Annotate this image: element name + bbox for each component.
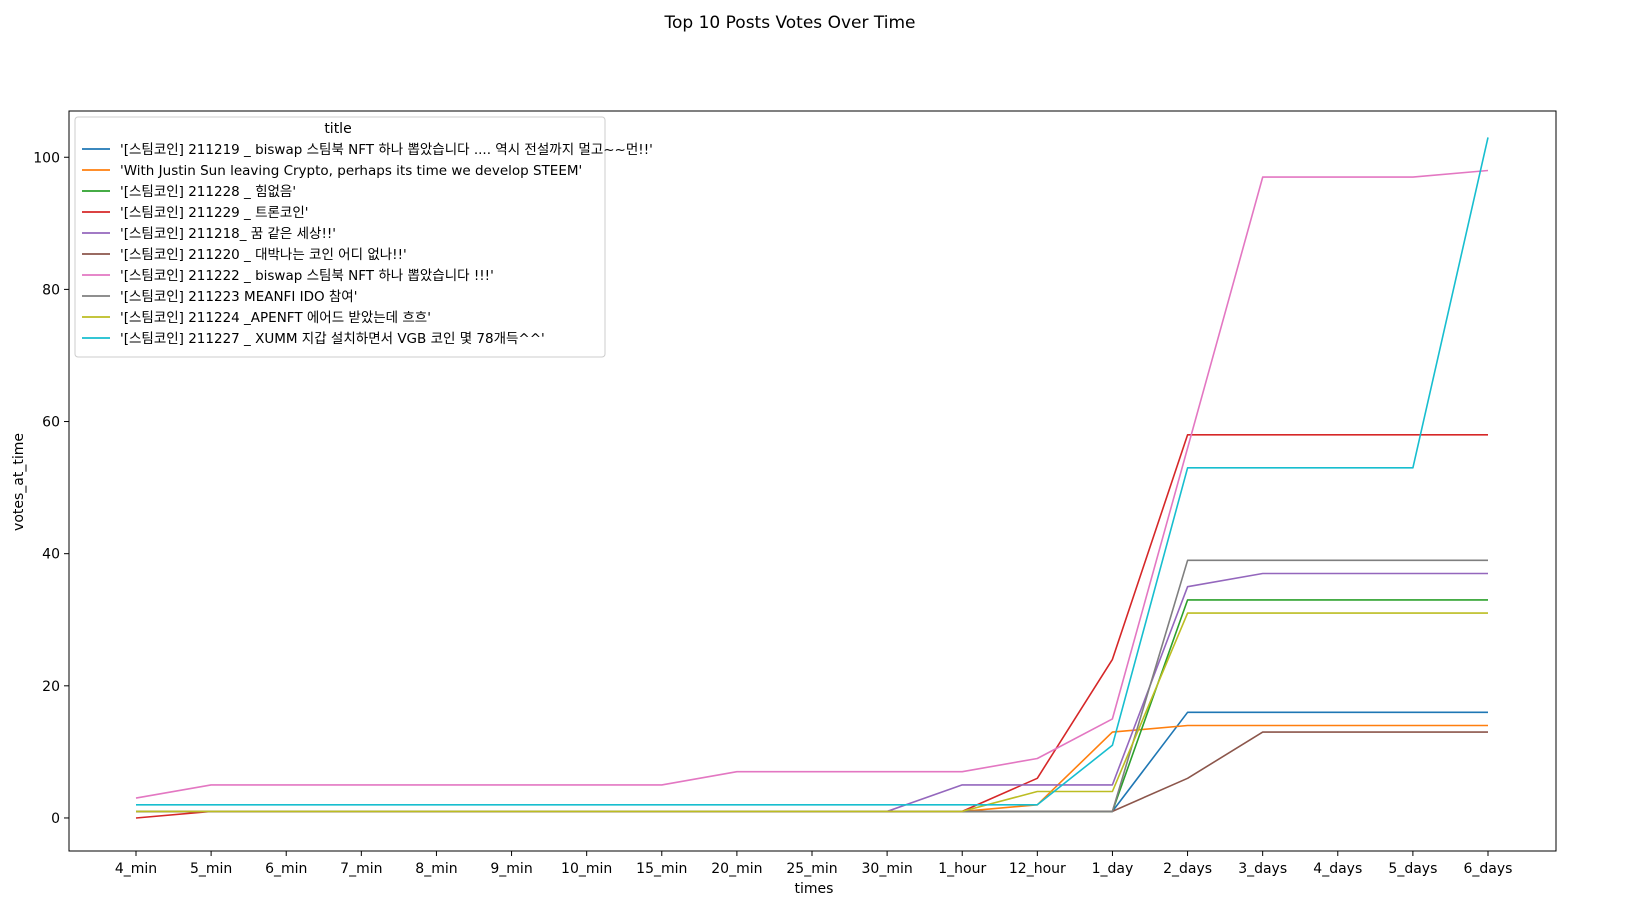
- series-line-5: [136, 572, 1488, 813]
- legend-label-2: 'With Justin Sun leaving Crypto, perhaps…: [120, 163, 582, 179]
- x-tick-label: 9_min: [490, 861, 532, 877]
- legend: title '[스팀코인] 211219 _ biswap 스팀북 NFT 하나 …: [74, 116, 653, 358]
- y-tick-label: 20: [42, 679, 60, 695]
- x-tick-label: 1_hour: [938, 861, 986, 877]
- x-tick-label: 5_days: [1388, 861, 1437, 877]
- series-line-4: [135, 433, 1488, 819]
- legend-title: title: [324, 121, 351, 137]
- legend-label-3: '[스팀코인] 211228 _ 힘없음': [120, 184, 296, 200]
- y-tick-label: 0: [51, 811, 60, 827]
- legend-label-10: '[스팀코인] 211227 _ XUMM 지갑 설치하면서 VGB 코인 몇 …: [120, 331, 545, 347]
- x-tick-label: 1_day: [1092, 861, 1134, 877]
- x-tick-label: 3_days: [1238, 861, 1287, 877]
- y-tick-label: 40: [42, 547, 60, 563]
- legend-label-7: '[스팀코인] 211222 _ biswap 스팀북 NFT 하나 뽑았습니다…: [120, 268, 494, 284]
- y-tick-label: 80: [42, 282, 60, 298]
- x-tick-label: 5_min: [190, 861, 232, 877]
- x-tick-label: 6_min: [265, 861, 307, 877]
- legend-label-9: '[스팀코인] 211224 _APENFT 에어드 받았는데 흐흐': [120, 310, 431, 326]
- x-tick-label: 30_min: [862, 861, 913, 877]
- x-tick-label: 4_days: [1313, 861, 1362, 877]
- x-tick-label: 25_min: [786, 861, 837, 877]
- legend-label-4: '[스팀코인] 211229 _ 트론코인': [120, 205, 308, 221]
- x-tick-label: 6_days: [1464, 861, 1513, 877]
- legend-label-8: '[스팀코인] 211223 MEANFI IDO 참여': [120, 289, 357, 305]
- series-line-2: [136, 724, 1488, 813]
- plot-area: [135, 137, 1489, 819]
- axes: 4_min 5_min 6_min 7_min 8_min 9_min 10_min 15_m…: [33, 110, 1557, 877]
- x-tick-label: 12_hour: [1009, 861, 1066, 877]
- y-tick-label: 100: [33, 150, 60, 166]
- x-axis-label: times: [795, 881, 834, 897]
- x-tick-label: 10_min: [561, 861, 612, 877]
- chart-title: Top 10 Posts Votes Over Time: [664, 13, 916, 33]
- series-line-9: [136, 612, 1488, 813]
- x-tick-label: 7_min: [340, 861, 382, 877]
- x-tick-label: 4_min: [115, 861, 157, 877]
- x-tick-label: 15_min: [636, 861, 687, 877]
- legend-box: [74, 116, 606, 358]
- y-tick-label: 60: [42, 415, 60, 431]
- series-line-3: [136, 599, 1488, 813]
- x-tick-label: 8_min: [415, 861, 457, 877]
- legend-label-1: '[스팀코인] 211219 _ biswap 스팀북 NFT 하나 뽑았습니다…: [120, 142, 653, 158]
- series-line-1: [136, 711, 1488, 813]
- legend-label-5: '[스팀코인] 211218_ 꿈 같은 세상!!': [120, 226, 336, 242]
- x-tick-label: 2_days: [1163, 861, 1212, 877]
- series-line-7: [135, 169, 1489, 799]
- series-line-8: [136, 559, 1488, 813]
- legend-label-6: '[스팀코인] 211220 _ 대박나는 코인 어디 없나!!': [120, 247, 407, 263]
- y-axis-label: votes_at_time: [11, 433, 27, 531]
- series-line-10: [136, 137, 1489, 806]
- x-tick-label: 20_min: [711, 861, 762, 877]
